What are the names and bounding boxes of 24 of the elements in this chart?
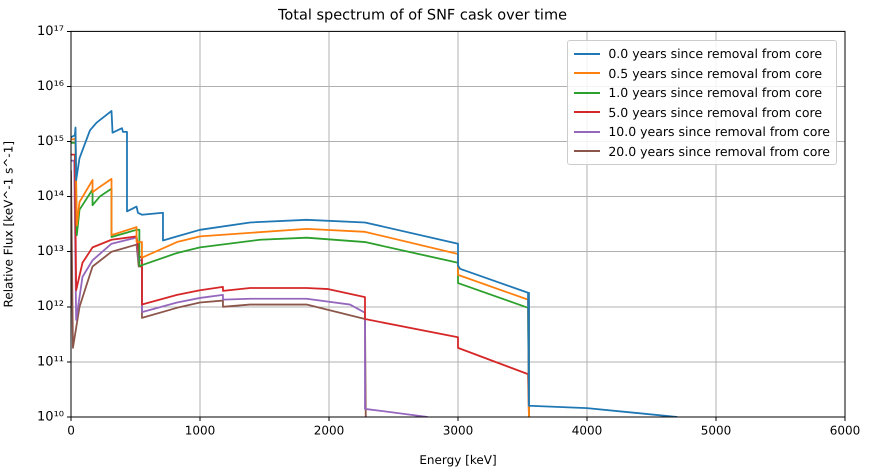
x-axis-title: Energy [keV] [419,452,497,467]
y-tick-label: 10¹⁴ [37,189,64,204]
x-tick-label: 1000 [184,423,216,438]
legend-label: 1.0 years since removal from core [608,85,822,100]
y-axis-title: Relative Flux [keV^-1 s^-1] [1,140,16,308]
legend-label: 0.5 years since removal from core [608,66,822,81]
x-tick-label: 3000 [442,423,474,438]
x-tick-label: 6000 [830,423,860,438]
legend-label: 0.0 years since removal from core [608,46,822,62]
y-tick-label: 10¹⁰ [37,409,64,424]
legend-label: 10.0 years since removal from core [608,124,830,140]
y-tick-label: 10¹³ [37,244,64,260]
y-tick-label: 10¹⁷ [37,24,64,39]
y-tick-label: 10¹⁶ [37,78,64,94]
x-tick-label: 5000 [700,423,732,438]
chart-title: Total spectrum of of SNF cask over time [277,7,568,24]
y-tick-label: 10¹⁵ [37,134,64,149]
x-tick-label: 2000 [314,423,344,438]
y-tick-label: 10¹¹ [37,354,64,370]
y-tick-label: 10¹² [37,299,64,314]
legend-label: 20.0 years since removal from core [608,144,830,159]
legend-label: 5.0 years since removal from core [608,104,822,120]
x-tick-label: 4000 [572,423,602,438]
x-tick-label: 0 [67,423,75,438]
